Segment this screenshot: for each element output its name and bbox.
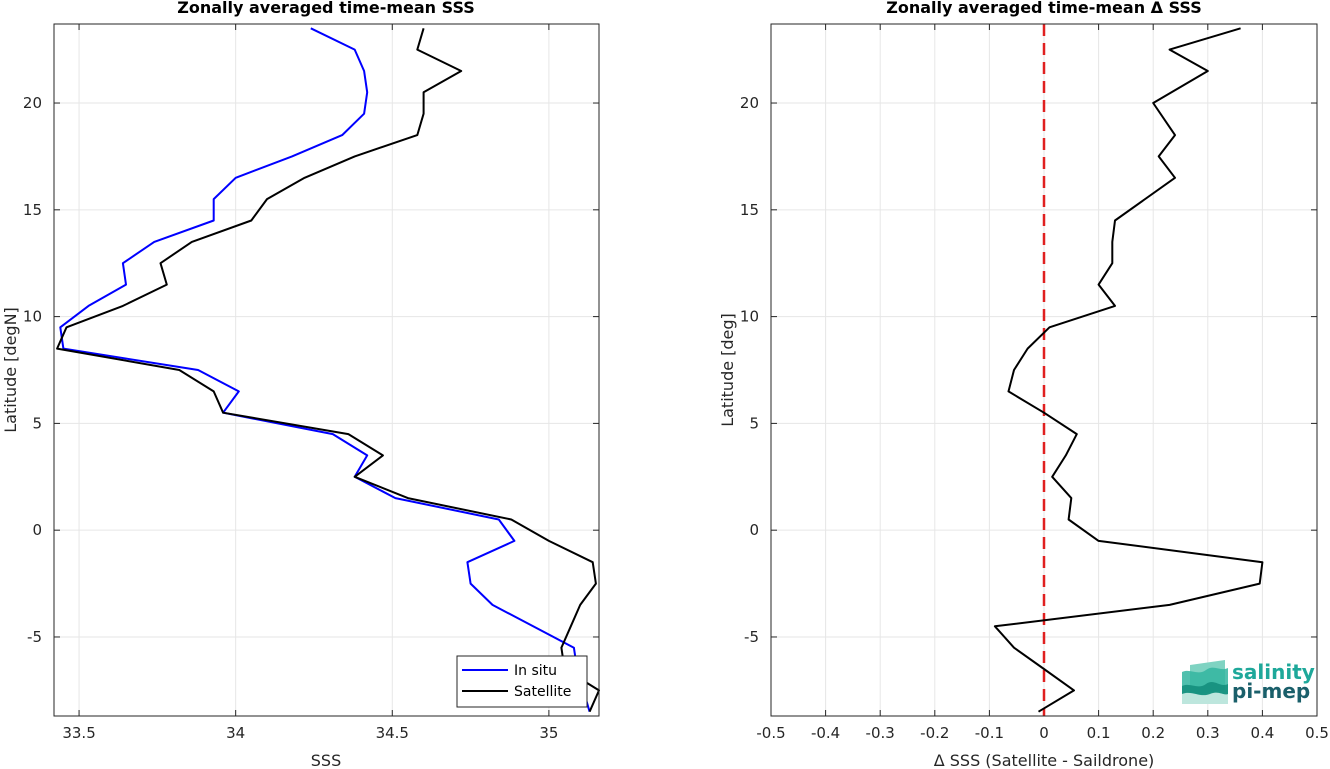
sss-panel: Zonally averaged time-mean SSS SSS Latit… xyxy=(1,0,600,769)
x-tick-label: 0.1 xyxy=(1087,724,1111,742)
plot-frame xyxy=(770,23,1318,717)
x-tick-label: 34 xyxy=(226,724,245,742)
y-axis-label: Latitude [degN] xyxy=(1,307,20,433)
wave-logo-icon xyxy=(1182,660,1228,704)
logo-text-line2: pi-mep xyxy=(1232,679,1310,703)
y-tick-label: 15 xyxy=(740,201,759,219)
y-tick-label: 20 xyxy=(23,94,42,112)
y-tick-label: -5 xyxy=(744,628,759,646)
chart-title: Zonally averaged time-mean Δ SSS xyxy=(886,0,1202,17)
x-tick-label: 0.4 xyxy=(1250,724,1274,742)
chart-title: Zonally averaged time-mean SSS xyxy=(177,0,475,17)
y-tick-label: 20 xyxy=(740,94,759,112)
x-tick-label: -0.1 xyxy=(975,724,1004,742)
legend: In situ Satellite xyxy=(456,655,588,708)
y-tick-label: -5 xyxy=(27,628,42,646)
x-tick-label: -0.4 xyxy=(811,724,840,742)
x-tick-label: -0.3 xyxy=(866,724,895,742)
in-situ-line xyxy=(59,27,591,712)
legend-label-in-situ: In situ xyxy=(514,663,557,679)
x-axis-label: Δ SSS (Satellite - Saildrone) xyxy=(934,751,1155,769)
x-tick-label: 34.5 xyxy=(376,724,409,742)
x-tick-label: 0.3 xyxy=(1196,724,1220,742)
satellite-line xyxy=(56,28,600,713)
plot-frame xyxy=(53,23,600,717)
y-tick-label: 5 xyxy=(749,414,759,432)
x-tick-label: 35 xyxy=(539,724,558,742)
y-tick-label: 0 xyxy=(32,521,42,539)
salinity-pi-mep-logo: salinity pi-mep xyxy=(1182,660,1315,704)
y-tick-label: 5 xyxy=(32,414,42,432)
delta-sss-panel: Zonally averaged time-mean Δ SSS Δ SSS (… xyxy=(718,0,1329,769)
x-axis-label: SSS xyxy=(311,751,341,769)
y-tick-label: 10 xyxy=(740,308,759,326)
x-tick-label: 0.2 xyxy=(1141,724,1165,742)
y-tick-label: 10 xyxy=(23,308,42,326)
x-tick-label: 0 xyxy=(1039,724,1049,742)
x-tick-label: 0.5 xyxy=(1305,724,1329,742)
x-tick-label: -0.5 xyxy=(756,724,785,742)
y-tick-label: 15 xyxy=(23,201,42,219)
y-axis-label: Latitude [deg] xyxy=(718,313,737,427)
series-0-line xyxy=(993,27,1264,713)
legend-box xyxy=(456,655,588,708)
x-tick-label: -0.2 xyxy=(920,724,949,742)
y-tick-label: 0 xyxy=(749,521,759,539)
x-tick-label: 33.5 xyxy=(62,724,95,742)
legend-label-satellite: Satellite xyxy=(514,684,571,700)
logo-text-line1: salinity xyxy=(1232,660,1315,684)
